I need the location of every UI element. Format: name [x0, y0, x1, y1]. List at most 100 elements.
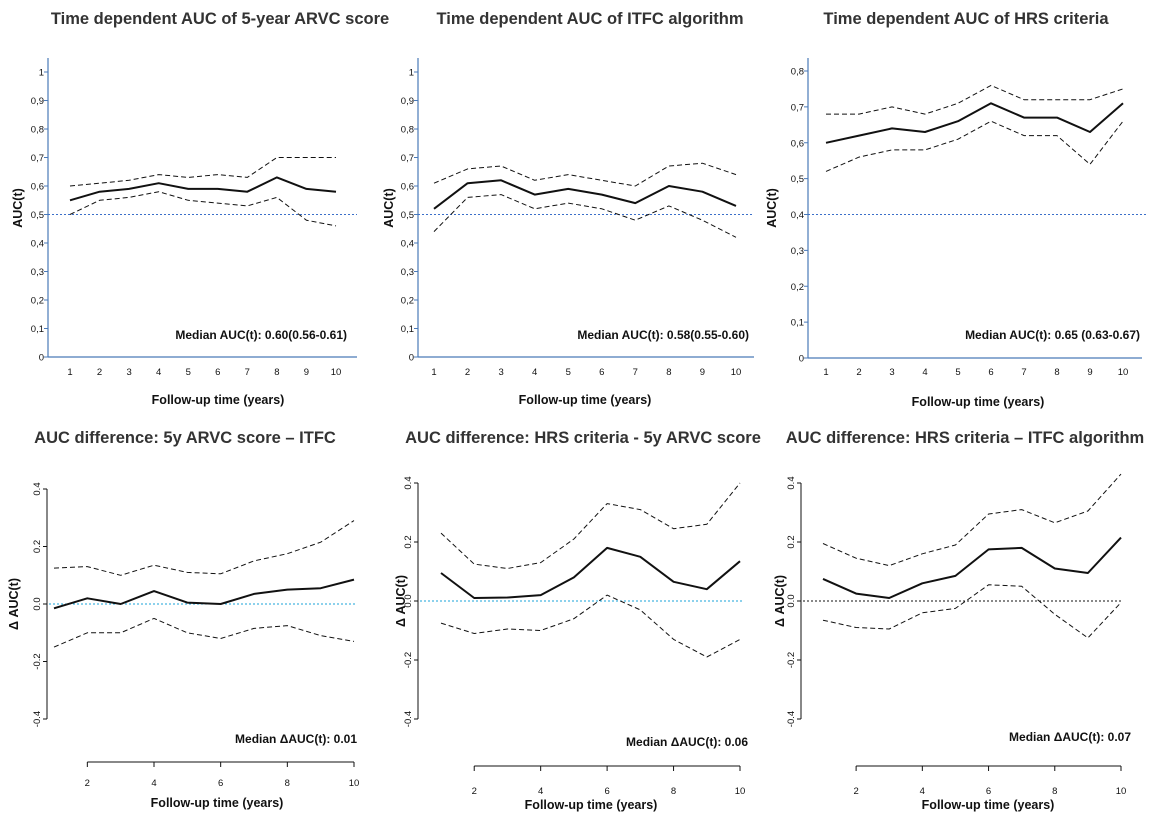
y-tick-label: 0,4 — [791, 210, 804, 221]
lower-ci-line — [53, 617, 355, 648]
y-tick-label: -0.4 — [786, 711, 797, 727]
x-axis-title: Follow-up time (years) — [151, 796, 284, 810]
x-tick-label: 4 — [538, 786, 543, 797]
x-tick-label: 2 — [97, 367, 102, 378]
y-tick-label: 0.0 — [32, 597, 43, 610]
y-tick-label: 0,9 — [401, 96, 414, 107]
y-tick-label: 0,7 — [401, 153, 414, 164]
x-tick-label: 9 — [1087, 367, 1092, 378]
x-tick-label: 10 — [1118, 367, 1129, 378]
y-tick-label: 0,9 — [31, 96, 44, 107]
y-tick-label: -0.2 — [403, 652, 414, 668]
x-tick-label: 10 — [349, 778, 360, 789]
x-tick-label: 2 — [85, 778, 90, 789]
x-tick-label: 7 — [245, 367, 250, 378]
x-tick-label: 4 — [156, 367, 161, 378]
auc-estimate-line — [825, 102, 1124, 144]
chart-title: AUC difference: HRS criteria - 5y ARVC s… — [405, 429, 761, 447]
median-annotation: Median AUC(t): 0.60(0.56-0.61) — [175, 328, 347, 342]
y-tick-label: 0,4 — [31, 239, 44, 250]
x-tick-label: 8 — [274, 367, 279, 378]
y-tick-label: 0.0 — [403, 594, 414, 607]
y-tick-label: 0,3 — [31, 267, 44, 278]
median-annotation: Median AUC(t): 0.58(0.55-0.60) — [577, 328, 749, 342]
x-axis-title: Follow-up time (years) — [519, 393, 652, 407]
upper-ci-line — [433, 162, 737, 187]
y-tick-label: 0,6 — [791, 138, 804, 149]
chart-panel-2: Time dependent AUC of ITFC algorithm 0 0,1… — [382, 10, 754, 407]
y-tick-label: 0,7 — [791, 102, 804, 113]
x-tick-label: 5 — [955, 367, 960, 378]
chart-panel-1: Time dependent AUC of 5-year ARVC score 0… — [11, 10, 389, 407]
y-tick-label: 1 — [39, 68, 44, 79]
x-tick-label: 10 — [331, 367, 342, 378]
upper-ci-line — [69, 157, 336, 187]
y-tick-label: 0,1 — [791, 318, 804, 329]
y-axis-title: Δ AUC(t) — [7, 578, 21, 630]
x-tick-label: 9 — [304, 367, 309, 378]
lower-ci-line — [433, 194, 737, 238]
y-tick-label: 0.4 — [32, 482, 43, 495]
x-tick-label: 7 — [1021, 367, 1026, 378]
x-tick-label: 10 — [1116, 786, 1127, 797]
chart-title: Time dependent AUC of ITFC algorithm — [436, 10, 743, 28]
x-tick-label: 6 — [599, 367, 604, 378]
lower-ci-line — [822, 584, 1122, 639]
x-tick-label: 3 — [126, 367, 131, 378]
x-tick-label: 4 — [151, 778, 156, 789]
x-tick-label: 4 — [920, 786, 925, 797]
y-tick-label: 0,1 — [401, 324, 414, 335]
y-tick-label: 0,8 — [791, 67, 804, 78]
y-tick-label: 0,5 — [791, 174, 804, 185]
y-tick-label: 0,5 — [31, 210, 44, 221]
x-tick-label: 8 — [671, 786, 676, 797]
x-tick-label: 5 — [566, 367, 571, 378]
y-tick-label: -0.4 — [403, 711, 414, 727]
x-tick-label: 1 — [431, 367, 436, 378]
x-tick-label: 6 — [988, 367, 993, 378]
chart-title: AUC difference: HRS criteria – ITFC algo… — [786, 429, 1144, 447]
y-tick-label: -0.2 — [32, 653, 43, 669]
y-tick-label: 0.2 — [403, 535, 414, 548]
x-tick-label: 6 — [986, 786, 991, 797]
chart-title: AUC difference: 5y ARVC score – ITFC — [34, 429, 336, 447]
median-annotation: Median ΔAUC(t): 0.06 — [626, 735, 748, 749]
x-tick-label: 6 — [218, 778, 223, 789]
x-tick-label: 10 — [735, 786, 746, 797]
x-tick-label: 2 — [853, 786, 858, 797]
y-tick-label: 0,6 — [401, 182, 414, 193]
chart-panel-4: AUC difference: 5y ARVC score – ITFC -0.4… — [7, 429, 359, 810]
median-annotation: Median ΔAUC(t): 0.01 — [235, 732, 357, 746]
lower-ci-line — [440, 594, 741, 658]
auc-estimate-line — [69, 176, 337, 202]
lower-ci-line — [825, 120, 1124, 172]
x-tick-label: 3 — [889, 367, 894, 378]
y-axis-title: AUC(t) — [382, 188, 396, 228]
x-tick-label: 10 — [731, 367, 742, 378]
y-tick-label: 0,3 — [791, 246, 804, 257]
y-tick-label: 0,8 — [401, 125, 414, 136]
y-tick-label: 0,4 — [401, 239, 414, 250]
y-tick-label: 0 — [409, 353, 414, 364]
y-tick-label: 0.2 — [32, 540, 43, 553]
x-tick-label: 2 — [856, 367, 861, 378]
x-tick-label: 6 — [215, 367, 220, 378]
upper-ci-line — [822, 473, 1122, 567]
y-tick-label: 0,2 — [31, 296, 44, 307]
median-annotation: Median ΔAUC(t): 0.07 — [1009, 730, 1131, 744]
auc-estimate-line — [433, 179, 737, 210]
auc-estimate-line — [822, 536, 1122, 599]
x-tick-label: 8 — [1054, 367, 1059, 378]
y-tick-label: 0,2 — [791, 282, 804, 293]
y-tick-label: 0.4 — [786, 476, 797, 489]
y-tick-label: 0,5 — [401, 210, 414, 221]
upper-ci-line — [53, 520, 355, 576]
x-tick-label: 8 — [1052, 786, 1057, 797]
upper-ci-line — [440, 482, 741, 569]
y-tick-label: 0,2 — [401, 296, 414, 307]
x-tick-label: 8 — [666, 367, 671, 378]
x-tick-label: 8 — [285, 778, 290, 789]
y-tick-label: 0 — [799, 354, 804, 365]
y-tick-label: 1 — [409, 68, 414, 79]
